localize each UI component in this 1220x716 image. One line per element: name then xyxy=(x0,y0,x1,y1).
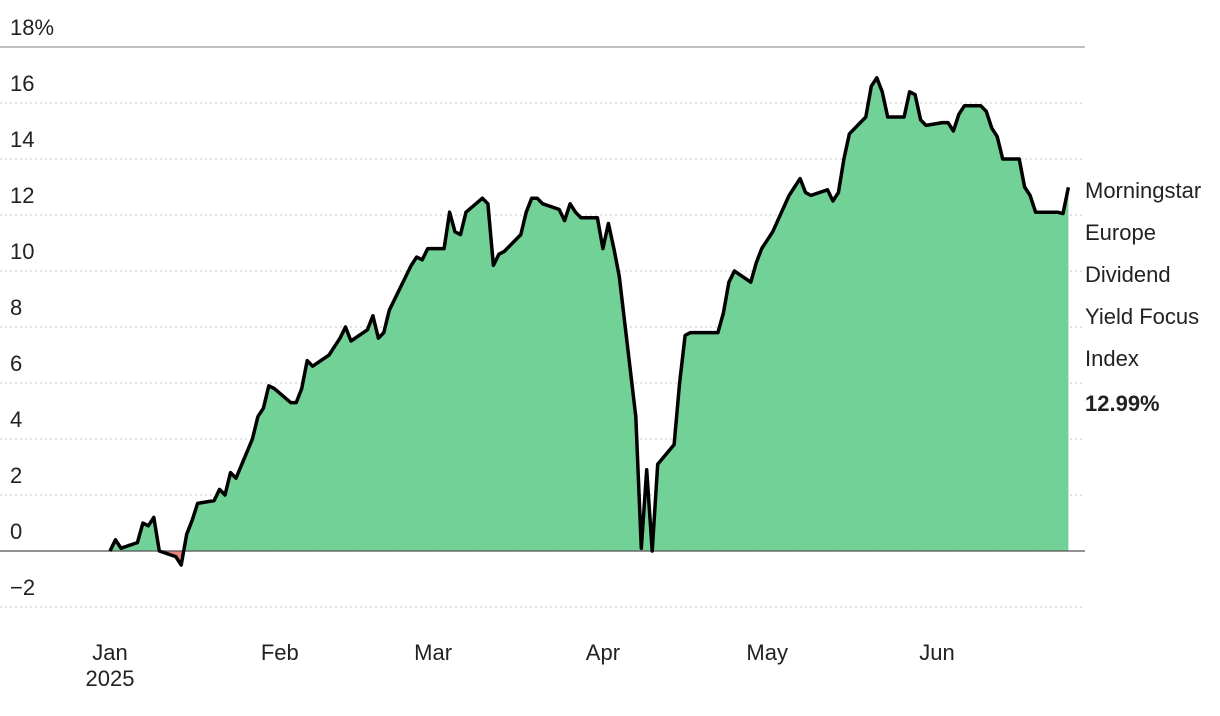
y-tick-label: 8 xyxy=(10,295,22,320)
line xyxy=(108,76,1071,567)
y-tick-label: 4 xyxy=(10,407,22,432)
area-positive xyxy=(110,77,1069,551)
y-tick-label: 6 xyxy=(10,351,22,376)
x-tick-label: Feb xyxy=(261,640,299,665)
y-tick-label: 0 xyxy=(10,519,22,544)
y-tick-label: 14 xyxy=(10,127,34,152)
y-tick-label: 12 xyxy=(10,183,34,208)
x-tick-label: Mar xyxy=(414,640,452,665)
y-tick-label: 18% xyxy=(10,15,54,40)
series-label: Morningstar Europe Dividend Yield Focus Inde… xyxy=(1085,178,1201,371)
y-tick-label: 10 xyxy=(10,239,34,264)
x-tick-label: Jun xyxy=(919,640,954,665)
x-tick-label: Jan xyxy=(92,640,127,665)
x-tick-label: Apr xyxy=(586,640,620,665)
x-year-label: 2025 xyxy=(86,666,135,691)
y-tick-label: 2 xyxy=(10,463,22,488)
end-value-label: 12.99% xyxy=(1085,391,1160,416)
x-tick-label: May xyxy=(746,640,788,665)
y-tick-label: 16 xyxy=(10,71,34,96)
y-tick-label: −2 xyxy=(10,575,35,600)
